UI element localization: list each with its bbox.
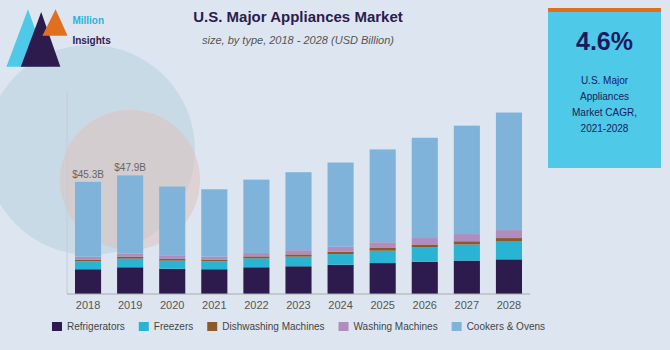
- bar-segment: [159, 269, 185, 294]
- legend-swatch: [452, 322, 462, 331]
- legend: Refrigerators Freezers Dishwashing Machine…: [52, 321, 545, 332]
- x-axis-line: [67, 294, 530, 295]
- bar-segment: [454, 244, 480, 260]
- bar-segment: [412, 238, 438, 244]
- cagr-value: 4.6%: [576, 27, 633, 55]
- x-tick-label: 2021: [202, 299, 226, 311]
- bar-segment: [328, 247, 354, 252]
- cagr-label-line: Appliances: [580, 91, 629, 102]
- logo-shape: [42, 9, 67, 35]
- bar-segment: [201, 257, 227, 260]
- bar-segment: [328, 163, 354, 247]
- bar-segment: [496, 242, 522, 260]
- bar-segment: [285, 172, 311, 250]
- x-tick-label: 2018: [76, 299, 100, 311]
- cagr-label-line: Market CAGR,: [572, 107, 637, 118]
- legend-swatch: [339, 322, 349, 331]
- bar-segment: [117, 175, 143, 253]
- bar-segment: [285, 266, 311, 294]
- bar-segment: [412, 262, 438, 294]
- bar-segment: [454, 241, 480, 244]
- bar-segment: [412, 247, 438, 261]
- bar-segment: [496, 230, 522, 238]
- legend-swatch: [207, 322, 217, 331]
- bar-segment: [243, 267, 269, 294]
- subtitle: size, by type, 2018 - 2028 (USD Billion): [202, 34, 394, 46]
- legend-label: Dishwashing Machines: [222, 321, 324, 332]
- x-tick-label: 2026: [413, 299, 437, 311]
- bar-segment: [370, 263, 396, 294]
- legend-swatch: [52, 322, 62, 331]
- bar-segment: [75, 261, 101, 269]
- bar-segment: [370, 251, 396, 263]
- bar-segment: [285, 254, 311, 256]
- bar-segment: [75, 182, 101, 257]
- bar-segment: [159, 187, 185, 256]
- x-tick-label: 2019: [118, 299, 142, 311]
- bar-segment: [75, 269, 101, 294]
- bar-segment: [412, 244, 438, 247]
- logo-text: Insights: [72, 35, 111, 46]
- legend-label: Washing Machines: [354, 321, 438, 332]
- bar-total-label: $45.3B: [72, 169, 104, 180]
- bar-segment: [243, 256, 269, 258]
- legend-swatch: [139, 322, 149, 331]
- cagr-accent: [548, 8, 661, 12]
- legend-label: Refrigerators: [67, 321, 125, 332]
- bar-segment: [454, 234, 480, 241]
- title: U.S. Major Appliances Market: [193, 8, 403, 25]
- bar-segment: [243, 258, 269, 267]
- bar-segment: [285, 257, 311, 267]
- bar-segment: [159, 259, 185, 261]
- x-tick-label: 2025: [370, 299, 394, 311]
- bar-segment: [159, 261, 185, 269]
- x-tick-label: 2020: [160, 299, 184, 311]
- legend-label: Cookers & Ovens: [467, 321, 545, 332]
- bar-segment: [117, 267, 143, 294]
- bar-segment: [243, 180, 269, 253]
- bar-segment: [117, 253, 143, 256]
- bar-segment: [370, 149, 396, 242]
- bar-segment: [117, 259, 143, 268]
- bar-segment: [370, 242, 396, 248]
- bar-segment: [75, 257, 101, 260]
- bar-segment: [328, 254, 354, 265]
- bar-segment: [328, 252, 354, 254]
- bar-segment: [412, 138, 438, 238]
- bar-segment: [117, 257, 143, 259]
- x-tick-label: 2022: [244, 299, 268, 311]
- cagr-label: U.S. Major Appliances Market CAGR, 2021-202…: [572, 75, 637, 134]
- cagr-label-line: 2021-2028: [581, 123, 629, 134]
- bar-segment: [370, 248, 396, 251]
- bar-segment: [285, 250, 311, 254]
- bar-segment: [328, 265, 354, 294]
- cagr-label-line: U.S. Major: [581, 75, 629, 86]
- cagr-box: [548, 8, 661, 168]
- bar-segment: [496, 113, 522, 231]
- bar-segment: [496, 259, 522, 294]
- chart: 2018 2019 2020 2021 2022 2023 2024 2025 2026 2027…: [0, 0, 670, 350]
- x-tick-label: 2028: [497, 299, 521, 311]
- bars: [75, 113, 522, 294]
- y-axis-line: [67, 91, 68, 294]
- x-tick-label: 2024: [328, 299, 352, 311]
- bar-segment: [201, 261, 227, 269]
- bar-segment: [454, 261, 480, 294]
- bar-segment: [201, 269, 227, 294]
- bar-segment: [496, 238, 522, 241]
- bar-total-label: $47.9B: [114, 162, 146, 173]
- bar-segment: [201, 260, 227, 262]
- x-tick-label: 2027: [455, 299, 479, 311]
- logo: Million Insights: [6, 9, 111, 66]
- bar-segment: [243, 253, 269, 256]
- bar-segment: [75, 260, 101, 262]
- bar-segment: [159, 256, 185, 259]
- bar-segment: [201, 189, 227, 256]
- logo-text: Million: [72, 15, 104, 26]
- legend-label: Freezers: [154, 321, 193, 332]
- bar-segment: [454, 126, 480, 234]
- x-tick-label: 2023: [286, 299, 310, 311]
